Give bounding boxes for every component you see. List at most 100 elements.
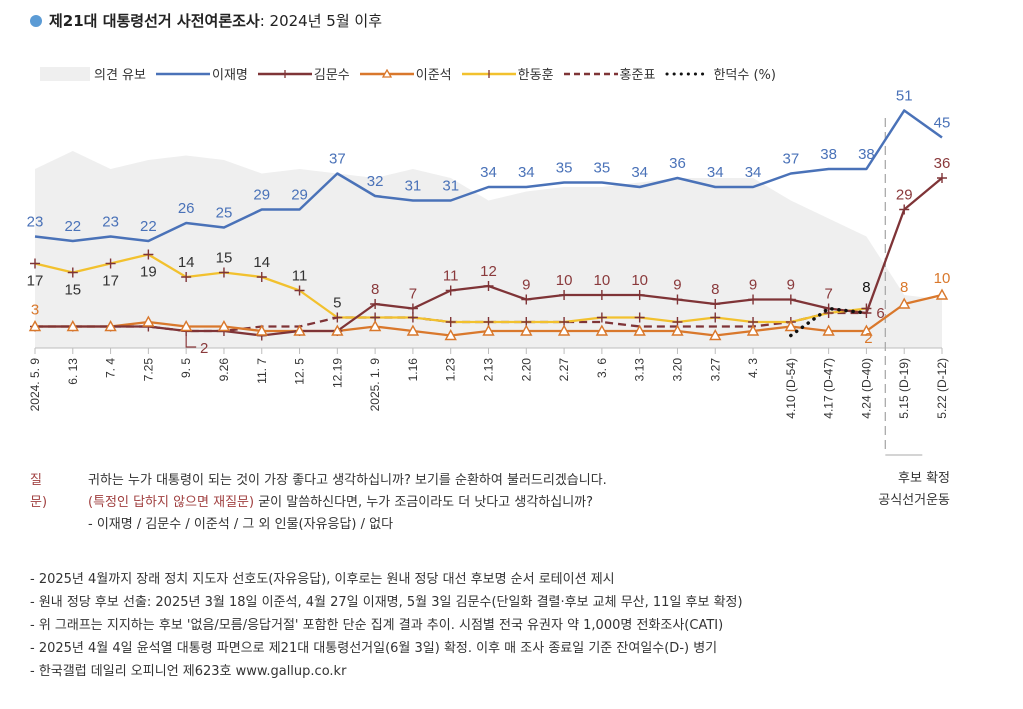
footnote: - 한국갤럽 데일리 오피니언 제623호 www.gallup.co.kr [30, 664, 347, 679]
han-donghoon-marker [634, 312, 645, 323]
series-line-lee-jaemyung [34, 109, 943, 243]
x-tick-label: 3.27 [708, 358, 722, 382]
data-label-lee-jaemyung: 51 [896, 88, 913, 105]
x-tick-label: 12. 5 [293, 358, 307, 385]
lee-junseok-marker [746, 324, 760, 336]
kim-moonsoo-marker [710, 299, 721, 309]
data-label-lee-jaemyung: 38 [858, 146, 875, 163]
han-donghoon-marker [218, 267, 229, 278]
x-tick-label: 2.27 [557, 358, 571, 382]
legend-item-kim-moonsoo: 김문수 [256, 64, 350, 83]
han-donghoon-marker [143, 249, 154, 260]
title-bullet-icon [30, 14, 42, 27]
footnotes: - 2025년 4월까지 장래 정치 지도자 선호도(자유응답), 이후로는 원… [30, 568, 743, 683]
data-label-kim-moonsoo: 11 [443, 268, 459, 285]
lee-junseok-marker [671, 324, 684, 336]
x-tick-label: 4.10 (D-54) [784, 358, 798, 419]
data-label-kim-moonsoo: 2 [200, 340, 208, 357]
lee-junseok-marker [444, 329, 457, 341]
legend-item-opinion-reserved: 의견 유보 [40, 64, 146, 83]
legend-label: 의견 유보 [94, 68, 146, 83]
data-label-han-donghoon: 17 [102, 273, 119, 290]
data-label-lee-jaemyung: 34 [518, 164, 535, 181]
lee-junseok-marker [822, 324, 835, 336]
legend-swatch-plus-icon [257, 69, 312, 78]
lee-junseok-marker [406, 324, 420, 336]
data-label-lee-jaemyung: 45 [934, 115, 951, 132]
x-tick-label: 2025. 1. 9 [368, 358, 382, 412]
x-tick-label: 4.24 (D-40) [859, 358, 873, 419]
legend-label: 한덕수 (%) [713, 68, 776, 83]
x-tick-label: 11. 7 [255, 358, 269, 384]
data-label-kim-moonsoo: 10 [594, 272, 611, 289]
lee-junseok-marker [142, 315, 155, 327]
data-label-han-donghoon: 15 [64, 282, 81, 299]
lee-junseok-marker [482, 324, 495, 336]
data-label-kim-moonsoo: 9 [787, 277, 795, 294]
han-donghoon-marker [67, 267, 78, 278]
han-donghoon-marker [181, 272, 192, 282]
data-label-lee-jaemyung: 31 [405, 178, 422, 195]
lee-junseok-marker [28, 320, 42, 332]
data-label-han-donghoon: 11 [292, 268, 308, 285]
kim-moonsoo-marker [634, 290, 645, 300]
data-label-kim-moonsoo: 7 [409, 286, 417, 303]
data-label-han-donghoon: 19 [140, 264, 157, 281]
kim-moonsoo-marker [748, 294, 759, 305]
han-donghoon-marker [294, 285, 305, 296]
data-label-lee-jaemyung: 29 [253, 187, 270, 204]
x-tick-label: 4.17 (D-47) [822, 358, 836, 419]
data-label-lee-jaemyung: 37 [782, 151, 799, 168]
kim-moonsoo-marker [407, 303, 418, 314]
legend-item-lee-jaemyung: 이재명 [154, 64, 248, 83]
chart-title-bold: 제21대 대통령선거 사전여론조사 [49, 12, 260, 30]
data-label-han-donghoon: 17 [27, 273, 44, 290]
legend-label: 이재명 [211, 68, 248, 83]
legend-label: 홍준표 [619, 68, 656, 83]
data-label-han-donghoon: 14 [253, 254, 270, 271]
han-donghoon-marker [332, 312, 343, 323]
question-label: 질문) [30, 473, 48, 510]
lee-junseok-marker [860, 324, 873, 336]
x-tick-label: 9. 5 [179, 358, 193, 378]
data-label-kim-moonsoo: 36 [934, 155, 951, 172]
x-tick-label: 7.25 [141, 358, 155, 382]
data-label-kim-moonsoo: 9 [522, 277, 530, 294]
x-tick-label: 6. 13 [66, 358, 80, 385]
kim-moonsoo-marker [445, 285, 456, 296]
lee-junseok-marker [898, 297, 911, 309]
data-label-lee-jaemyung: 38 [820, 146, 837, 163]
data-label-lee-jaemyung: 23 [27, 214, 44, 231]
x-tick-label: 2.20 [519, 358, 533, 382]
data-label-han-donghoon: 14 [178, 254, 195, 271]
kim-moonsoo-marker [899, 204, 910, 215]
data-label-hong-joonpyo: 6 [876, 305, 884, 322]
data-label-lee-jaemyung: 36 [669, 155, 686, 172]
question-line-1: 귀하는 누가 대통령이 되는 것이 가장 좋다고 생각하십니까? 보기를 순환하… [88, 473, 607, 488]
chart-legend: 의견 유보 이재명 김문수 이준석 한동훈 홍준표 한덕수 (%) [40, 64, 784, 83]
legend-label: 김문수 [313, 68, 350, 83]
legend-label: 한동훈 [517, 68, 554, 83]
x-tick-label: 1.23 [444, 358, 458, 382]
data-label-kim-moonsoo: 8 [371, 281, 379, 298]
han-donghoon-marker [710, 312, 721, 323]
footnote: - 원내 정당 후보 선출: 2025년 3월 18일 이준석, 4월 27일 … [30, 595, 743, 610]
legend-item-han-ducksoo: 한덕수 (%) [663, 64, 776, 83]
x-tick-label: 3. 6 [595, 358, 609, 378]
data-label-lee-jaemyung: 23 [102, 214, 119, 231]
lee-junseok-marker [557, 324, 571, 336]
lee-junseok-marker [935, 288, 949, 300]
lee-junseok-marker [331, 324, 344, 336]
x-tick-label: 7. 4 [104, 358, 118, 378]
data-label-lee-jaemyung: 34 [707, 164, 724, 181]
data-label-han-ducksoo: 8 [862, 279, 870, 296]
lee-junseok-marker [217, 320, 231, 332]
data-label-lee-junseok: 10 [934, 270, 951, 287]
legend-item-han-donghoon: 한동훈 [460, 64, 554, 83]
kim-moonsoo-marker [596, 290, 607, 300]
data-label-lee-jaemyung: 25 [216, 205, 233, 222]
x-tick-label: 5.22 (D-12) [935, 358, 949, 419]
chart-title-rest: : 2024년 5월 이후 [259, 12, 383, 30]
data-label-kim-moonsoo: 9 [673, 277, 681, 294]
footnote: - 2025년 4월 4일 윤석열 대통령 파면으로 제21대 대통령선거일(6… [30, 641, 718, 656]
